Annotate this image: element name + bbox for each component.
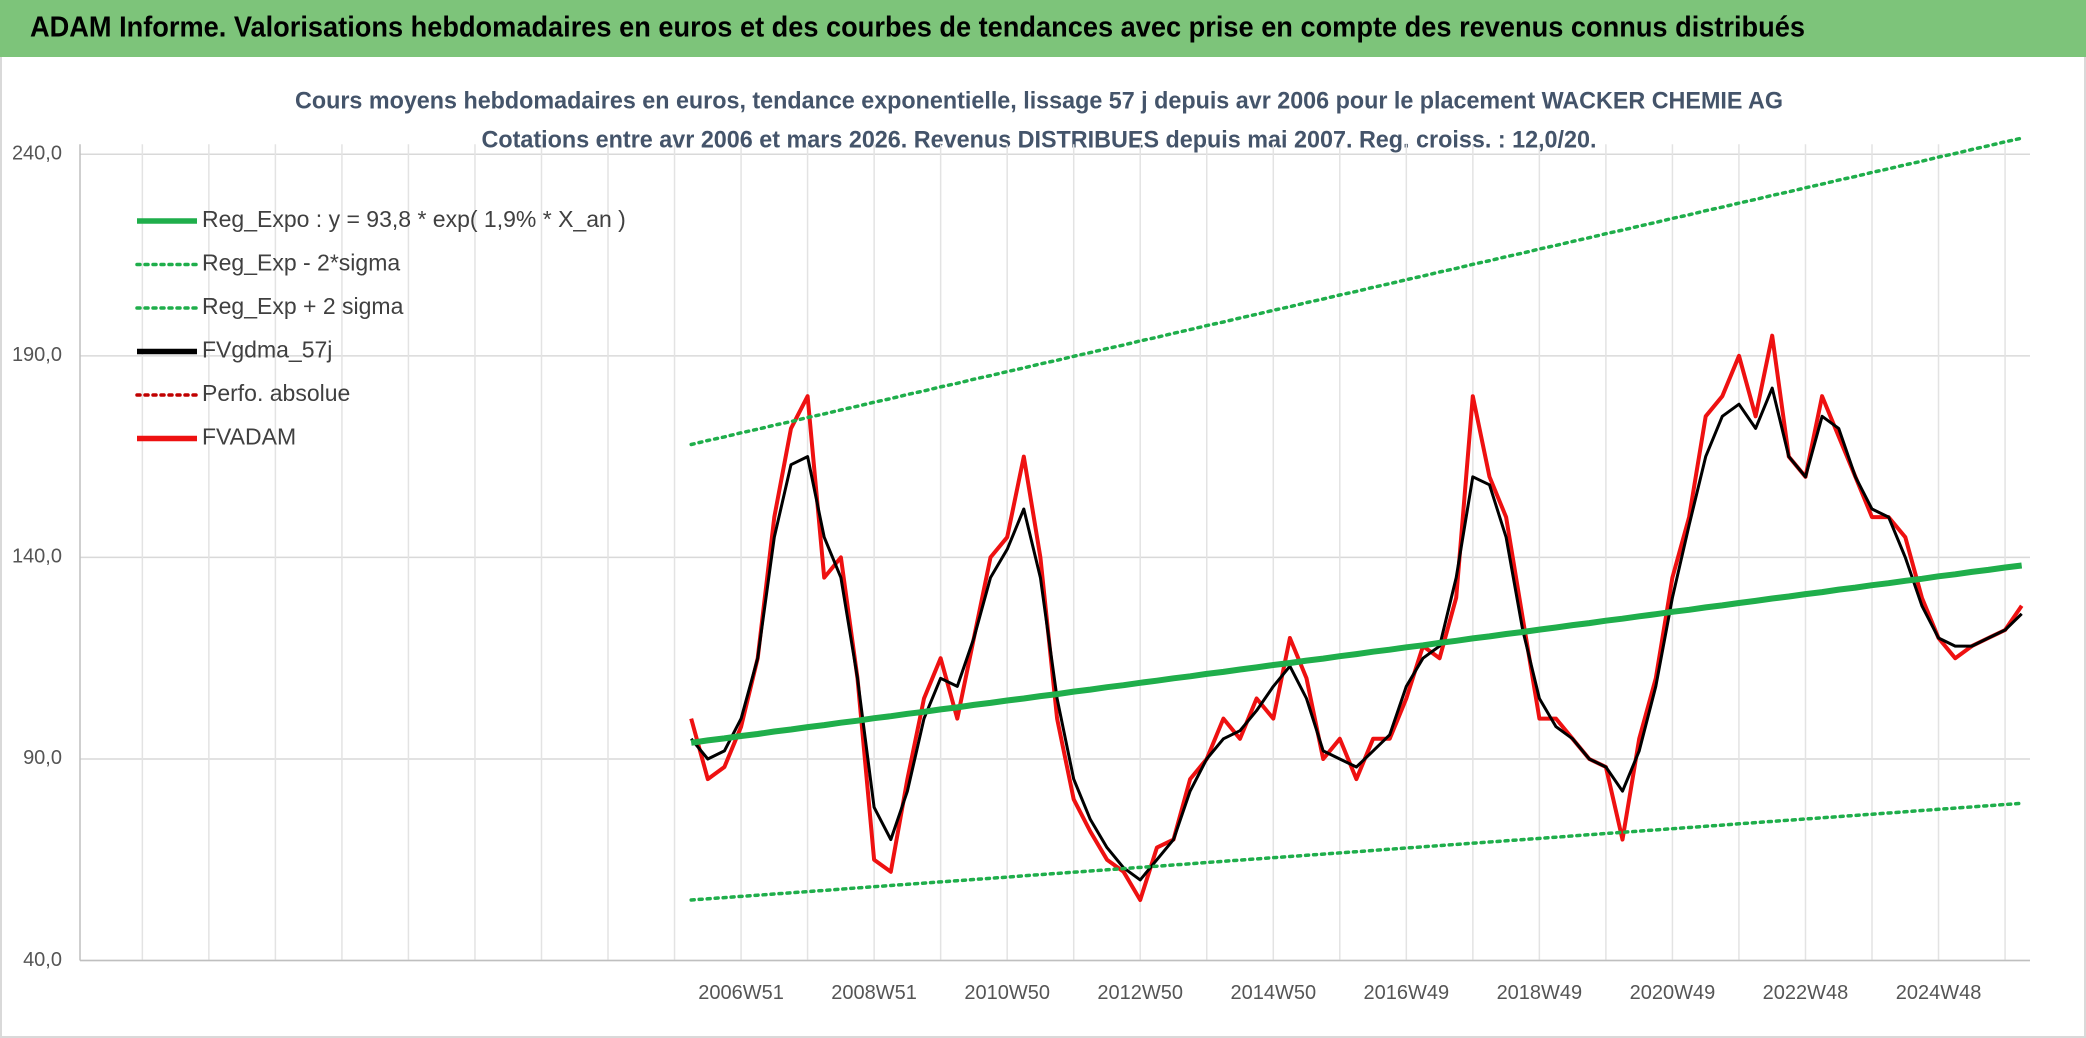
legend-label: FVADAM [202, 424, 296, 450]
legend-label: Reg_Exp + 2 sigma [202, 293, 404, 319]
x-tick-label: 2012W50 [1097, 982, 1183, 1004]
chart-subtitle: Cotations entre avr 2006 et mars 2026. R… [482, 126, 1597, 153]
x-tick-label: 2006W51 [698, 982, 784, 1004]
x-tick-label: 2024W48 [1896, 982, 1982, 1004]
series-line [690, 562, 2023, 746]
y-tick-label: 40,0 [23, 949, 62, 971]
x-tick-label: 2008W51 [831, 982, 917, 1004]
header-title: ADAM Informe. Valorisations hebdomadaire… [30, 12, 1805, 44]
legend-label: Reg_Expo : y = 93,8 * exp( 1,9% * X_an ) [202, 206, 626, 232]
series-line [689, 801, 2024, 902]
legend-label: Reg_Exp - 2*sigma [202, 250, 400, 276]
x-tick-label: 2018W49 [1497, 982, 1583, 1004]
chart-title: Cours moyens hebdomadaires en euros, ten… [295, 87, 1783, 114]
y-tick-label: 240,0 [12, 143, 62, 165]
plot: 40,0 90,0 140,0 190,0 240,0 2006W51 2008W51 201… [12, 136, 2030, 1004]
x-tick-label: 2010W50 [964, 982, 1050, 1004]
x-tick-label: 2014W50 [1230, 982, 1316, 1004]
y-tick-label: 90,0 [23, 747, 62, 769]
legend-label: FVgdma_57j [202, 337, 332, 363]
series-line [690, 386, 2023, 882]
x-tick-label: 2020W49 [1630, 982, 1716, 1004]
y-tick-label: 190,0 [12, 344, 62, 366]
x-tick-label: 2016W49 [1364, 982, 1450, 1004]
y-tick-label: 140,0 [12, 546, 62, 568]
series-line [689, 136, 2024, 447]
header-bar [0, 0, 2086, 57]
x-tick-label: 2022W48 [1763, 982, 1849, 1004]
legend-label: Perfo. absolue [202, 380, 350, 406]
